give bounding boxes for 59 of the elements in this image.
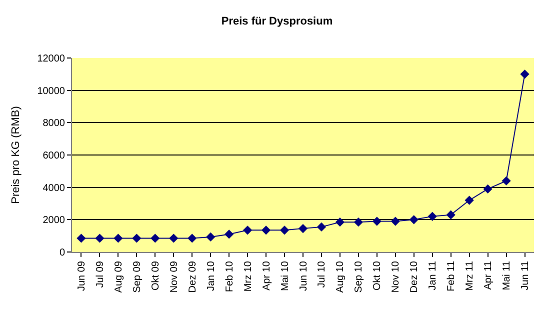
point bbox=[261, 226, 271, 235]
point bbox=[132, 234, 142, 243]
point bbox=[390, 216, 400, 226]
point bbox=[76, 234, 86, 243]
x-tick-label: Nov 09 bbox=[168, 260, 180, 293]
point bbox=[298, 224, 308, 234]
x-tick-label: Sep 10 bbox=[354, 260, 365, 293]
point bbox=[428, 212, 437, 221]
point bbox=[316, 222, 326, 232]
x-tick-label: Jan 10 bbox=[206, 260, 217, 292]
x-tick-label: Jan 11 bbox=[428, 260, 439, 290]
point bbox=[335, 218, 345, 227]
y-tick-label: 6000 bbox=[42, 150, 66, 162]
point bbox=[520, 70, 530, 79]
x-tick-label: Aug 10 bbox=[335, 260, 346, 293]
point bbox=[446, 210, 456, 220]
point bbox=[224, 230, 234, 239]
x-tick-label: Feb 10 bbox=[224, 260, 236, 292]
x-tick-label: Apr 10 bbox=[261, 260, 272, 290]
y-tick-label: 2000 bbox=[42, 215, 66, 226]
point bbox=[502, 176, 511, 186]
point bbox=[150, 234, 160, 243]
point bbox=[206, 232, 216, 242]
x-tick-label: Okt 09 bbox=[150, 260, 162, 290]
point bbox=[188, 234, 197, 243]
x-tick-label: Jul 10 bbox=[316, 260, 328, 288]
point bbox=[169, 234, 178, 243]
x-tick-label: Mai 10 bbox=[280, 260, 291, 292]
point bbox=[409, 215, 418, 224]
x-tick-label: Jun 10 bbox=[298, 260, 310, 292]
x-tick-label: Jul 09 bbox=[94, 260, 106, 288]
point bbox=[483, 184, 492, 194]
x-tick-label: Mai 11 bbox=[502, 260, 513, 290]
point bbox=[95, 234, 104, 243]
y-axis-title: Preis pro KG (RMB) bbox=[10, 106, 22, 204]
x-tick-label: Mrz 11 bbox=[464, 260, 476, 291]
point bbox=[372, 216, 382, 226]
y-tick-label: 8000 bbox=[42, 118, 66, 130]
point bbox=[464, 196, 474, 205]
x-tick-label: Okt 10 bbox=[372, 260, 384, 290]
point bbox=[114, 234, 123, 243]
chart-title: Preis für Dysprosium bbox=[221, 15, 333, 28]
point bbox=[280, 226, 290, 235]
x-tick-label: Apr 11 bbox=[483, 260, 494, 290]
point bbox=[354, 218, 363, 227]
x-tick-label: Dez 10 bbox=[409, 260, 420, 293]
y-tick-label: 12000 bbox=[37, 54, 66, 64]
point bbox=[243, 226, 252, 235]
x-tick-label: Jun 11 bbox=[520, 260, 532, 290]
x-tick-label: Nov 10 bbox=[390, 260, 402, 293]
x-tick-label: Dez 09 bbox=[187, 260, 198, 293]
y-tick-label: 10000 bbox=[37, 86, 66, 97]
x-tick-label: Mrz 10 bbox=[242, 260, 254, 292]
y-tick-label: 0 bbox=[59, 248, 66, 258]
y-tick-label: 4000 bbox=[42, 182, 66, 194]
x-tick-label: Feb 11 bbox=[446, 260, 458, 292]
x-tick-label: Sep 09 bbox=[132, 260, 143, 293]
x-tick-label: Aug 09 bbox=[113, 260, 124, 293]
x-tick-label: Jun 09 bbox=[76, 260, 88, 292]
